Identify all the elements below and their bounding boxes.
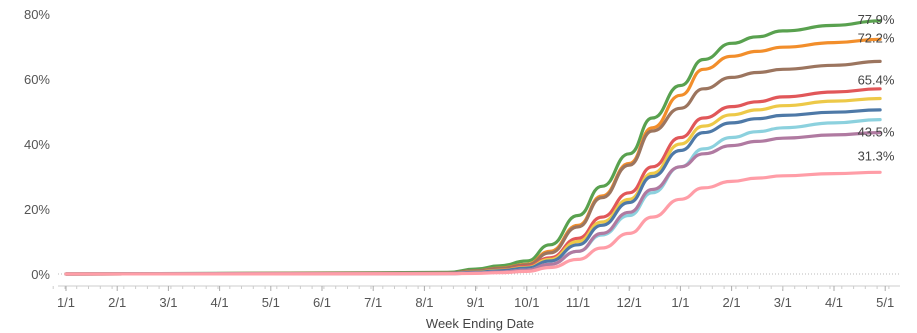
x-tick-label: 3/1	[159, 295, 177, 310]
x-tick-label: 5/1	[876, 295, 894, 310]
x-tick-label: 7/1	[364, 295, 382, 310]
y-tick-label: 20%	[24, 202, 50, 217]
y-tick-label: 40%	[24, 137, 50, 152]
series-lines	[64, 19, 882, 276]
series-line	[64, 170, 882, 276]
series-line	[64, 87, 882, 276]
x-tick-label: 4/1	[825, 295, 843, 310]
x-tick-label: 6/1	[313, 295, 331, 310]
end-labels: 77.9% 72.2% 65.4% 43.5% 31.3%	[858, 12, 895, 164]
x-tick-label: 8/1	[415, 295, 433, 310]
series-line	[64, 131, 882, 276]
series-line	[64, 96, 882, 276]
x-tick-label: 3/1	[774, 295, 792, 310]
x-tick-label: 10/1	[514, 295, 539, 310]
x-tick-label: 4/1	[211, 295, 229, 310]
end-value-label: 65.4%	[858, 72, 895, 87]
y-axis: 0% 20% 40% 60% 80%	[24, 7, 50, 282]
y-tick-label: 0%	[31, 267, 50, 282]
x-axis-title: Week Ending Date	[426, 316, 534, 331]
x-tick-label: 1/1	[57, 295, 75, 310]
series-line	[64, 19, 882, 276]
y-tick-label: 80%	[24, 7, 50, 22]
x-tick-label: 5/1	[262, 295, 280, 310]
end-value-label: 77.9%	[858, 12, 895, 27]
x-tick-label: 12/1	[617, 295, 642, 310]
x-tick-label: 2/1	[723, 295, 741, 310]
x-axis: 1/1 2/1 3/1 4/1 5/1 6/1 7/1 8/1 9/1 10/1 11/1 12/1 1…	[52, 286, 894, 310]
y-tick-label: 60%	[24, 72, 50, 87]
x-tick-label: 2/1	[108, 295, 126, 310]
series-line	[64, 37, 882, 276]
series-line	[64, 59, 882, 276]
x-tick-label: 9/1	[467, 295, 485, 310]
end-value-label: 72.2%	[858, 30, 895, 45]
x-tick-label: 1/1	[671, 295, 689, 310]
series-line	[64, 108, 882, 276]
end-value-label: 31.3%	[858, 148, 895, 163]
end-value-label: 43.5%	[858, 125, 895, 140]
x-tick-label: 11/1	[566, 295, 590, 310]
